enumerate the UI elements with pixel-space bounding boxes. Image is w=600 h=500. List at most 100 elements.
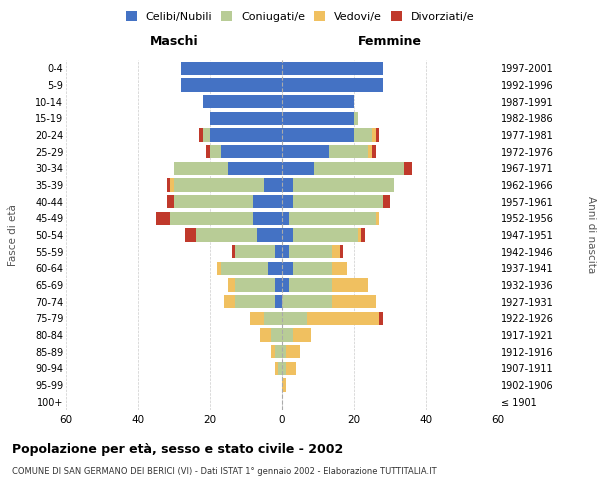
- Bar: [228, 278, 235, 291]
- Bar: [167, 195, 174, 208]
- Bar: [235, 295, 275, 308]
- Bar: [307, 312, 379, 325]
- Bar: [203, 128, 210, 141]
- Bar: [264, 312, 282, 325]
- Bar: [354, 112, 358, 125]
- Bar: [271, 345, 275, 358]
- Bar: [379, 312, 383, 325]
- Bar: [174, 195, 253, 208]
- Bar: [282, 145, 329, 158]
- Bar: [293, 262, 332, 275]
- Bar: [282, 178, 293, 192]
- Bar: [282, 262, 293, 275]
- Bar: [275, 245, 282, 258]
- Bar: [282, 312, 307, 325]
- Bar: [268, 262, 282, 275]
- Bar: [376, 212, 379, 225]
- Bar: [167, 178, 170, 192]
- Bar: [235, 278, 275, 291]
- Bar: [275, 345, 282, 358]
- Bar: [293, 228, 358, 241]
- Bar: [282, 128, 354, 141]
- Bar: [286, 345, 300, 358]
- Bar: [203, 95, 282, 108]
- Text: Maschi: Maschi: [149, 36, 199, 49]
- Bar: [332, 278, 368, 291]
- Bar: [332, 245, 340, 258]
- Bar: [271, 328, 282, 342]
- Bar: [170, 212, 253, 225]
- Bar: [282, 62, 383, 75]
- Text: Fasce di età: Fasce di età: [8, 204, 18, 266]
- Bar: [210, 128, 282, 141]
- Bar: [282, 328, 293, 342]
- Bar: [181, 78, 282, 92]
- Bar: [275, 362, 278, 375]
- Bar: [293, 178, 394, 192]
- Bar: [196, 228, 257, 241]
- Bar: [275, 295, 282, 308]
- Bar: [199, 128, 203, 141]
- Bar: [250, 312, 264, 325]
- Bar: [282, 378, 286, 392]
- Bar: [332, 262, 347, 275]
- Bar: [340, 245, 343, 258]
- Bar: [282, 95, 354, 108]
- Bar: [156, 212, 170, 225]
- Bar: [170, 178, 174, 192]
- Bar: [282, 78, 383, 92]
- Text: Anni di nascita: Anni di nascita: [586, 196, 596, 274]
- Bar: [210, 145, 221, 158]
- Bar: [221, 262, 268, 275]
- Bar: [282, 195, 293, 208]
- Bar: [228, 162, 282, 175]
- Text: Femmine: Femmine: [358, 36, 422, 49]
- Bar: [282, 112, 354, 125]
- Bar: [289, 245, 332, 258]
- Bar: [210, 112, 282, 125]
- Bar: [358, 228, 361, 241]
- Bar: [257, 228, 282, 241]
- Bar: [293, 195, 383, 208]
- Bar: [185, 228, 196, 241]
- Bar: [217, 262, 221, 275]
- Bar: [286, 362, 296, 375]
- Bar: [282, 162, 314, 175]
- Bar: [232, 245, 235, 258]
- Bar: [174, 162, 228, 175]
- Bar: [368, 145, 372, 158]
- Bar: [383, 195, 390, 208]
- Bar: [181, 62, 282, 75]
- Bar: [293, 328, 311, 342]
- Bar: [260, 328, 271, 342]
- Bar: [282, 295, 332, 308]
- Bar: [329, 145, 368, 158]
- Bar: [289, 212, 376, 225]
- Bar: [253, 212, 282, 225]
- Legend: Celibi/Nubili, Coniugati/e, Vedovi/e, Divorziati/e: Celibi/Nubili, Coniugati/e, Vedovi/e, Di…: [122, 8, 478, 25]
- Bar: [376, 128, 379, 141]
- Bar: [332, 295, 376, 308]
- Bar: [372, 128, 376, 141]
- Bar: [314, 162, 404, 175]
- Bar: [282, 228, 293, 241]
- Bar: [289, 278, 332, 291]
- Bar: [354, 128, 372, 141]
- Text: Popolazione per età, sesso e stato civile - 2002: Popolazione per età, sesso e stato civil…: [12, 442, 343, 456]
- Bar: [221, 145, 282, 158]
- Bar: [282, 362, 286, 375]
- Bar: [224, 295, 235, 308]
- Bar: [235, 245, 275, 258]
- Bar: [282, 245, 289, 258]
- Bar: [361, 228, 365, 241]
- Bar: [253, 195, 282, 208]
- Text: COMUNE DI SAN GERMANO DEI BERICI (VI) - Dati ISTAT 1° gennaio 2002 - Elaborazion: COMUNE DI SAN GERMANO DEI BERICI (VI) - …: [12, 468, 437, 476]
- Bar: [282, 278, 289, 291]
- Bar: [372, 145, 376, 158]
- Bar: [275, 278, 282, 291]
- Bar: [278, 362, 282, 375]
- Bar: [404, 162, 412, 175]
- Bar: [282, 212, 289, 225]
- Bar: [282, 345, 286, 358]
- Bar: [206, 145, 210, 158]
